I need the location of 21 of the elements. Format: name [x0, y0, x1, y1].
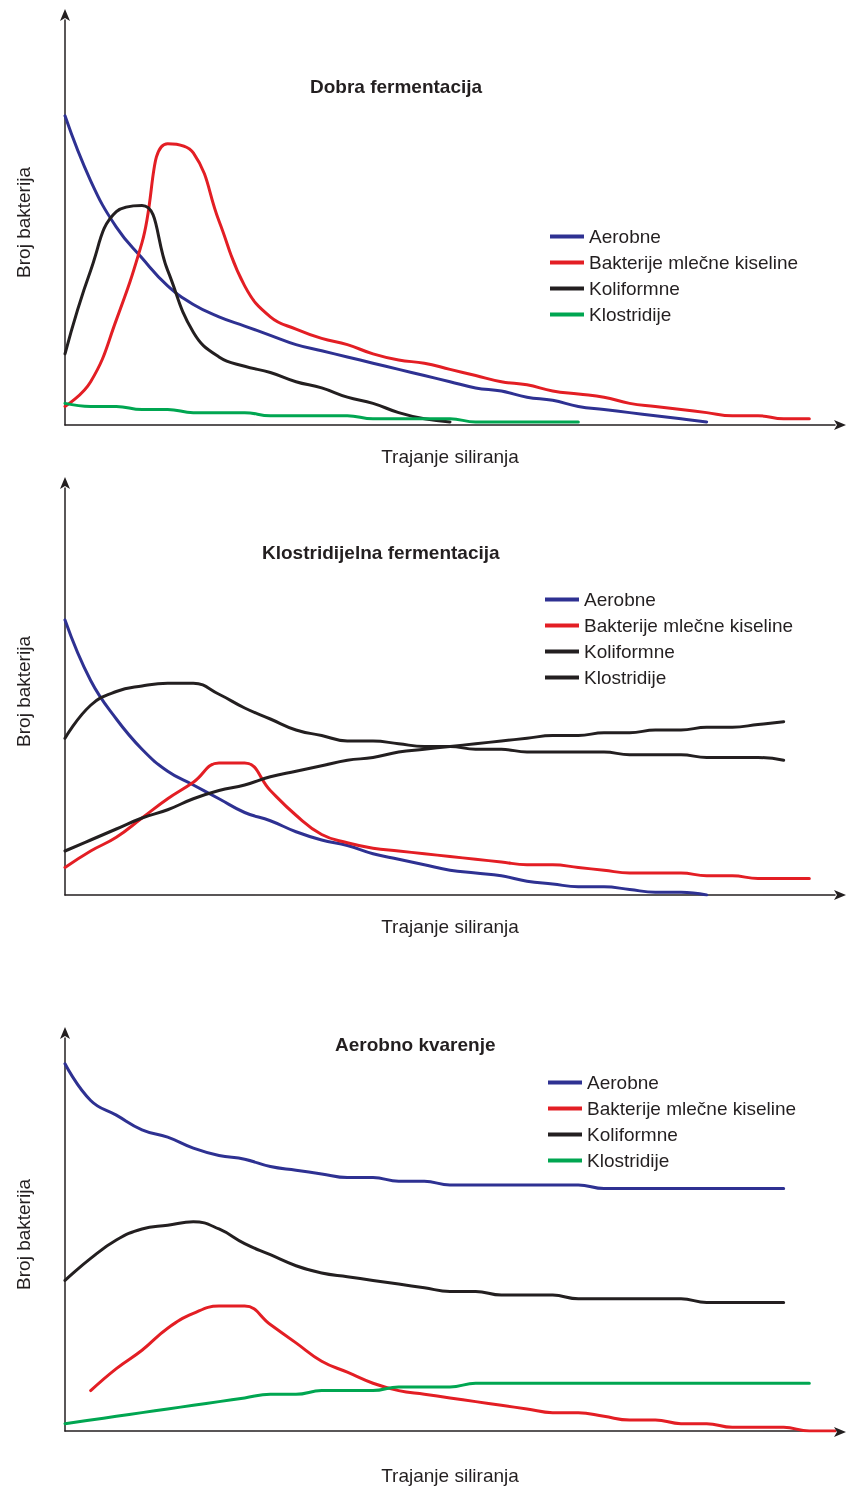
legend-label: Aerobne: [584, 589, 656, 610]
legend-label: Klostridije: [584, 667, 667, 688]
y-axis-title: Broj bakterija: [13, 1178, 34, 1290]
legend-label: Koliformne: [584, 641, 675, 662]
chart-title: Aerobno kvarenje: [335, 1034, 496, 1055]
chart-title: Klostridijelna fermentacija: [262, 542, 501, 563]
y-axis-title: Broj bakterija: [13, 635, 34, 747]
x-axis-title: Trajanje siliranja: [381, 1465, 520, 1486]
chart-title: Dobra fermentacija: [310, 76, 483, 97]
legend-label: Bakterije mlečne kiseline: [587, 1098, 797, 1119]
x-axis-title: Trajanje siliranja: [381, 446, 520, 467]
legend-label: Koliformne: [587, 1124, 678, 1145]
legend-label: Bakterije mlečne kiseline: [584, 615, 794, 636]
legend-label: Bakterije mlečne kiseline: [589, 252, 799, 273]
legend-label: Koliformne: [589, 278, 680, 299]
legend-label: Klostridije: [587, 1150, 670, 1171]
y-axis-title: Broj bakterija: [13, 166, 34, 278]
legend-label: Aerobne: [587, 1072, 659, 1093]
x-axis-title: Trajanje siliranja: [381, 916, 520, 937]
legend-label: Klostridije: [589, 304, 672, 325]
legend-label: Aerobne: [589, 226, 661, 247]
